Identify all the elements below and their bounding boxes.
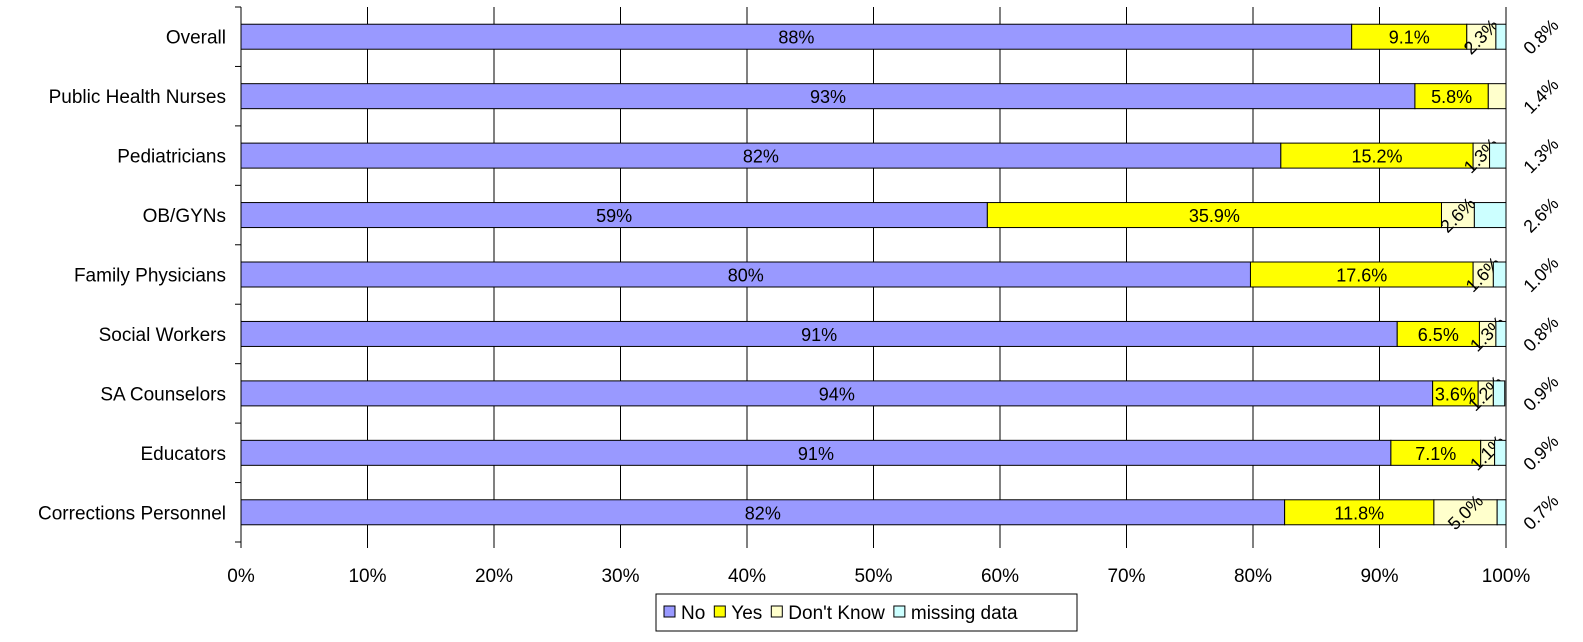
data-label: 88% [778,28,814,48]
data-label: 82% [745,503,781,523]
bar-segment [1496,499,1507,526]
data-label: 91% [801,325,837,345]
data-label: 5.8% [1431,87,1472,107]
x-tick-label: 70% [1107,566,1145,587]
legend-swatch [713,605,726,618]
bar-segment [1494,439,1507,466]
bar-segment [1280,142,1474,169]
category-label: Public Health Nurses [49,87,226,108]
x-tick-label: 60% [981,566,1019,587]
category-label: Pediatricians [117,147,226,168]
bar-segment [1487,83,1507,110]
legend-box [655,593,1078,632]
data-label: 2.6% [1519,193,1562,236]
x-tick-label: 30% [601,566,639,587]
x-tick-label: 90% [1360,566,1398,587]
category-label: Social Workers [99,325,226,346]
bar-segment [240,83,1416,110]
data-label: 17.6% [1336,266,1387,286]
bar-segment [240,320,1398,347]
bar-segment [986,202,1442,229]
bar-segment [1489,142,1507,169]
data-label: 59% [596,206,632,226]
data-label: 82% [743,147,779,167]
data-label: 1.4% [1519,75,1562,118]
legend-swatch [893,605,906,618]
bar-segment [240,202,988,229]
data-label: 80% [728,266,764,286]
legend-label: missing data [911,603,1018,624]
legend-label: Don't Know [788,603,885,624]
legend-label: Yes [731,603,762,624]
x-tick-label: 50% [854,566,892,587]
category-label: Family Physicians [74,266,226,287]
x-tick-label: 20% [475,566,513,587]
bar-segment [1249,261,1474,288]
category-label: Overall [166,28,226,49]
bar-segment [1440,202,1475,229]
legend-swatch [663,605,676,618]
bar-segment [1492,380,1506,407]
bar-segment [1495,23,1507,50]
bar-segment [240,439,1392,466]
bar-segment [1432,380,1479,407]
bar-segment [240,380,1434,407]
data-label: 0.7% [1519,491,1562,534]
x-tick-label: 80% [1234,566,1272,587]
bar-segment [1466,23,1497,50]
category-label: OB/GYNs [143,206,226,227]
data-label: 15.2% [1351,147,1402,167]
data-label: 7.1% [1415,444,1456,464]
data-label: 9.1% [1389,28,1430,48]
bar-segment [240,499,1286,526]
bar-segment [1492,261,1507,288]
data-label: 11.8% [1334,503,1384,523]
x-tick-label: 40% [728,566,766,587]
category-label: Corrections Personnel [38,503,226,524]
category-label: Educators [140,444,226,465]
data-label: 0.8% [1519,15,1562,58]
x-tick-label: 0% [227,566,255,587]
data-label: 0.8% [1519,312,1562,355]
x-tick-label: 100% [1482,566,1531,587]
data-label: 1.0% [1519,253,1562,296]
bar-segment [1495,320,1507,347]
data-label: 6.5% [1418,325,1459,345]
legend-swatch [770,605,783,618]
data-label: 1.3% [1519,134,1562,177]
data-label: 0.9% [1519,431,1562,474]
bar-segment [1414,83,1489,110]
bar-segment [1473,202,1507,229]
data-label: 91% [798,444,834,464]
legend-label: No [681,603,705,624]
data-label: 93% [810,87,846,107]
bar-segment [240,142,1282,169]
data-label: 35.9% [1189,206,1240,226]
data-label: 94% [819,384,855,404]
data-label: 3.6% [1435,384,1476,404]
category-label: SA Counselors [100,384,226,405]
data-label: 0.9% [1519,372,1562,415]
x-tick-label: 10% [348,566,386,587]
